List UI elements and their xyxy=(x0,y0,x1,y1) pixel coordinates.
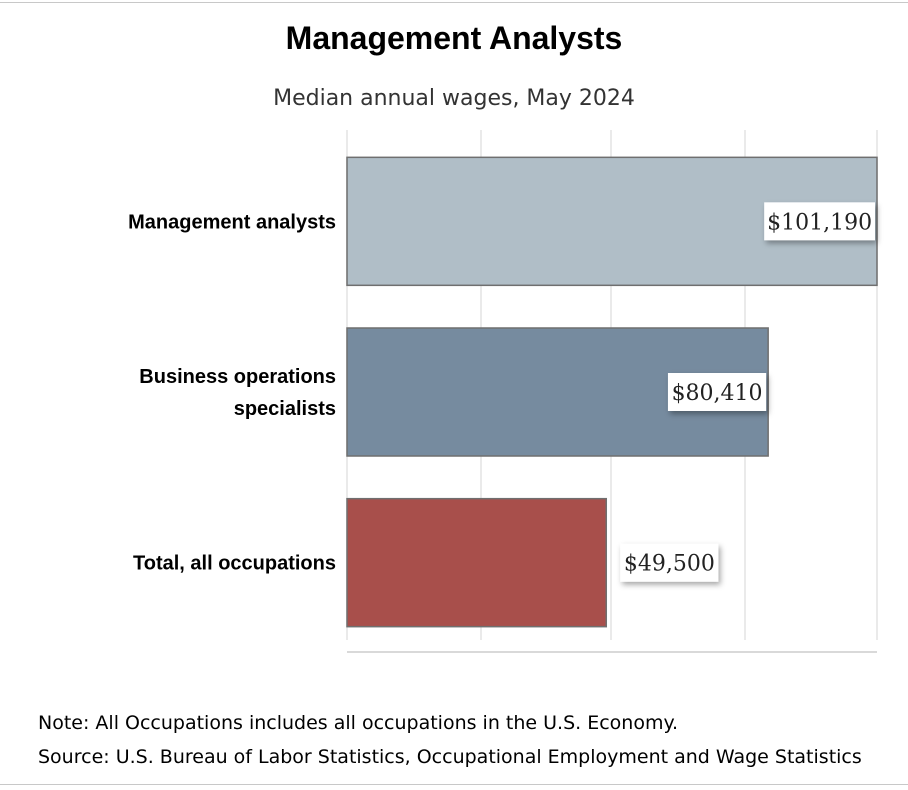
value-label-box-2 xyxy=(620,543,719,582)
bar-chart: Management analysts $101,190 Business oper… xyxy=(128,130,878,653)
bar-2 xyxy=(346,497,608,628)
chart-source: Source: U.S. Bureau of Labor Statistics,… xyxy=(38,746,862,768)
category-label-1-1: specialists xyxy=(234,398,336,420)
value-label-1: $80,410 xyxy=(672,381,763,406)
category-label-0-0: Management analysts xyxy=(128,211,336,233)
category-label-2-0: Total, all occupations xyxy=(133,553,336,575)
value-label-box-0 xyxy=(764,202,875,241)
value-label-box-1 xyxy=(667,373,767,411)
chart-note: Note: All Occupations includes all occup… xyxy=(38,712,679,734)
chart-title: Management Analysts xyxy=(285,20,623,56)
category-label-1-0: Business operations xyxy=(139,366,336,388)
bottom-divider xyxy=(0,784,908,785)
chart-subtitle: Median annual wages, May 2024 xyxy=(273,86,635,111)
top-divider xyxy=(0,2,908,3)
value-label-2: $49,500 xyxy=(624,552,715,577)
value-label-0: $101,190 xyxy=(767,210,872,235)
bar-1 xyxy=(346,327,769,457)
